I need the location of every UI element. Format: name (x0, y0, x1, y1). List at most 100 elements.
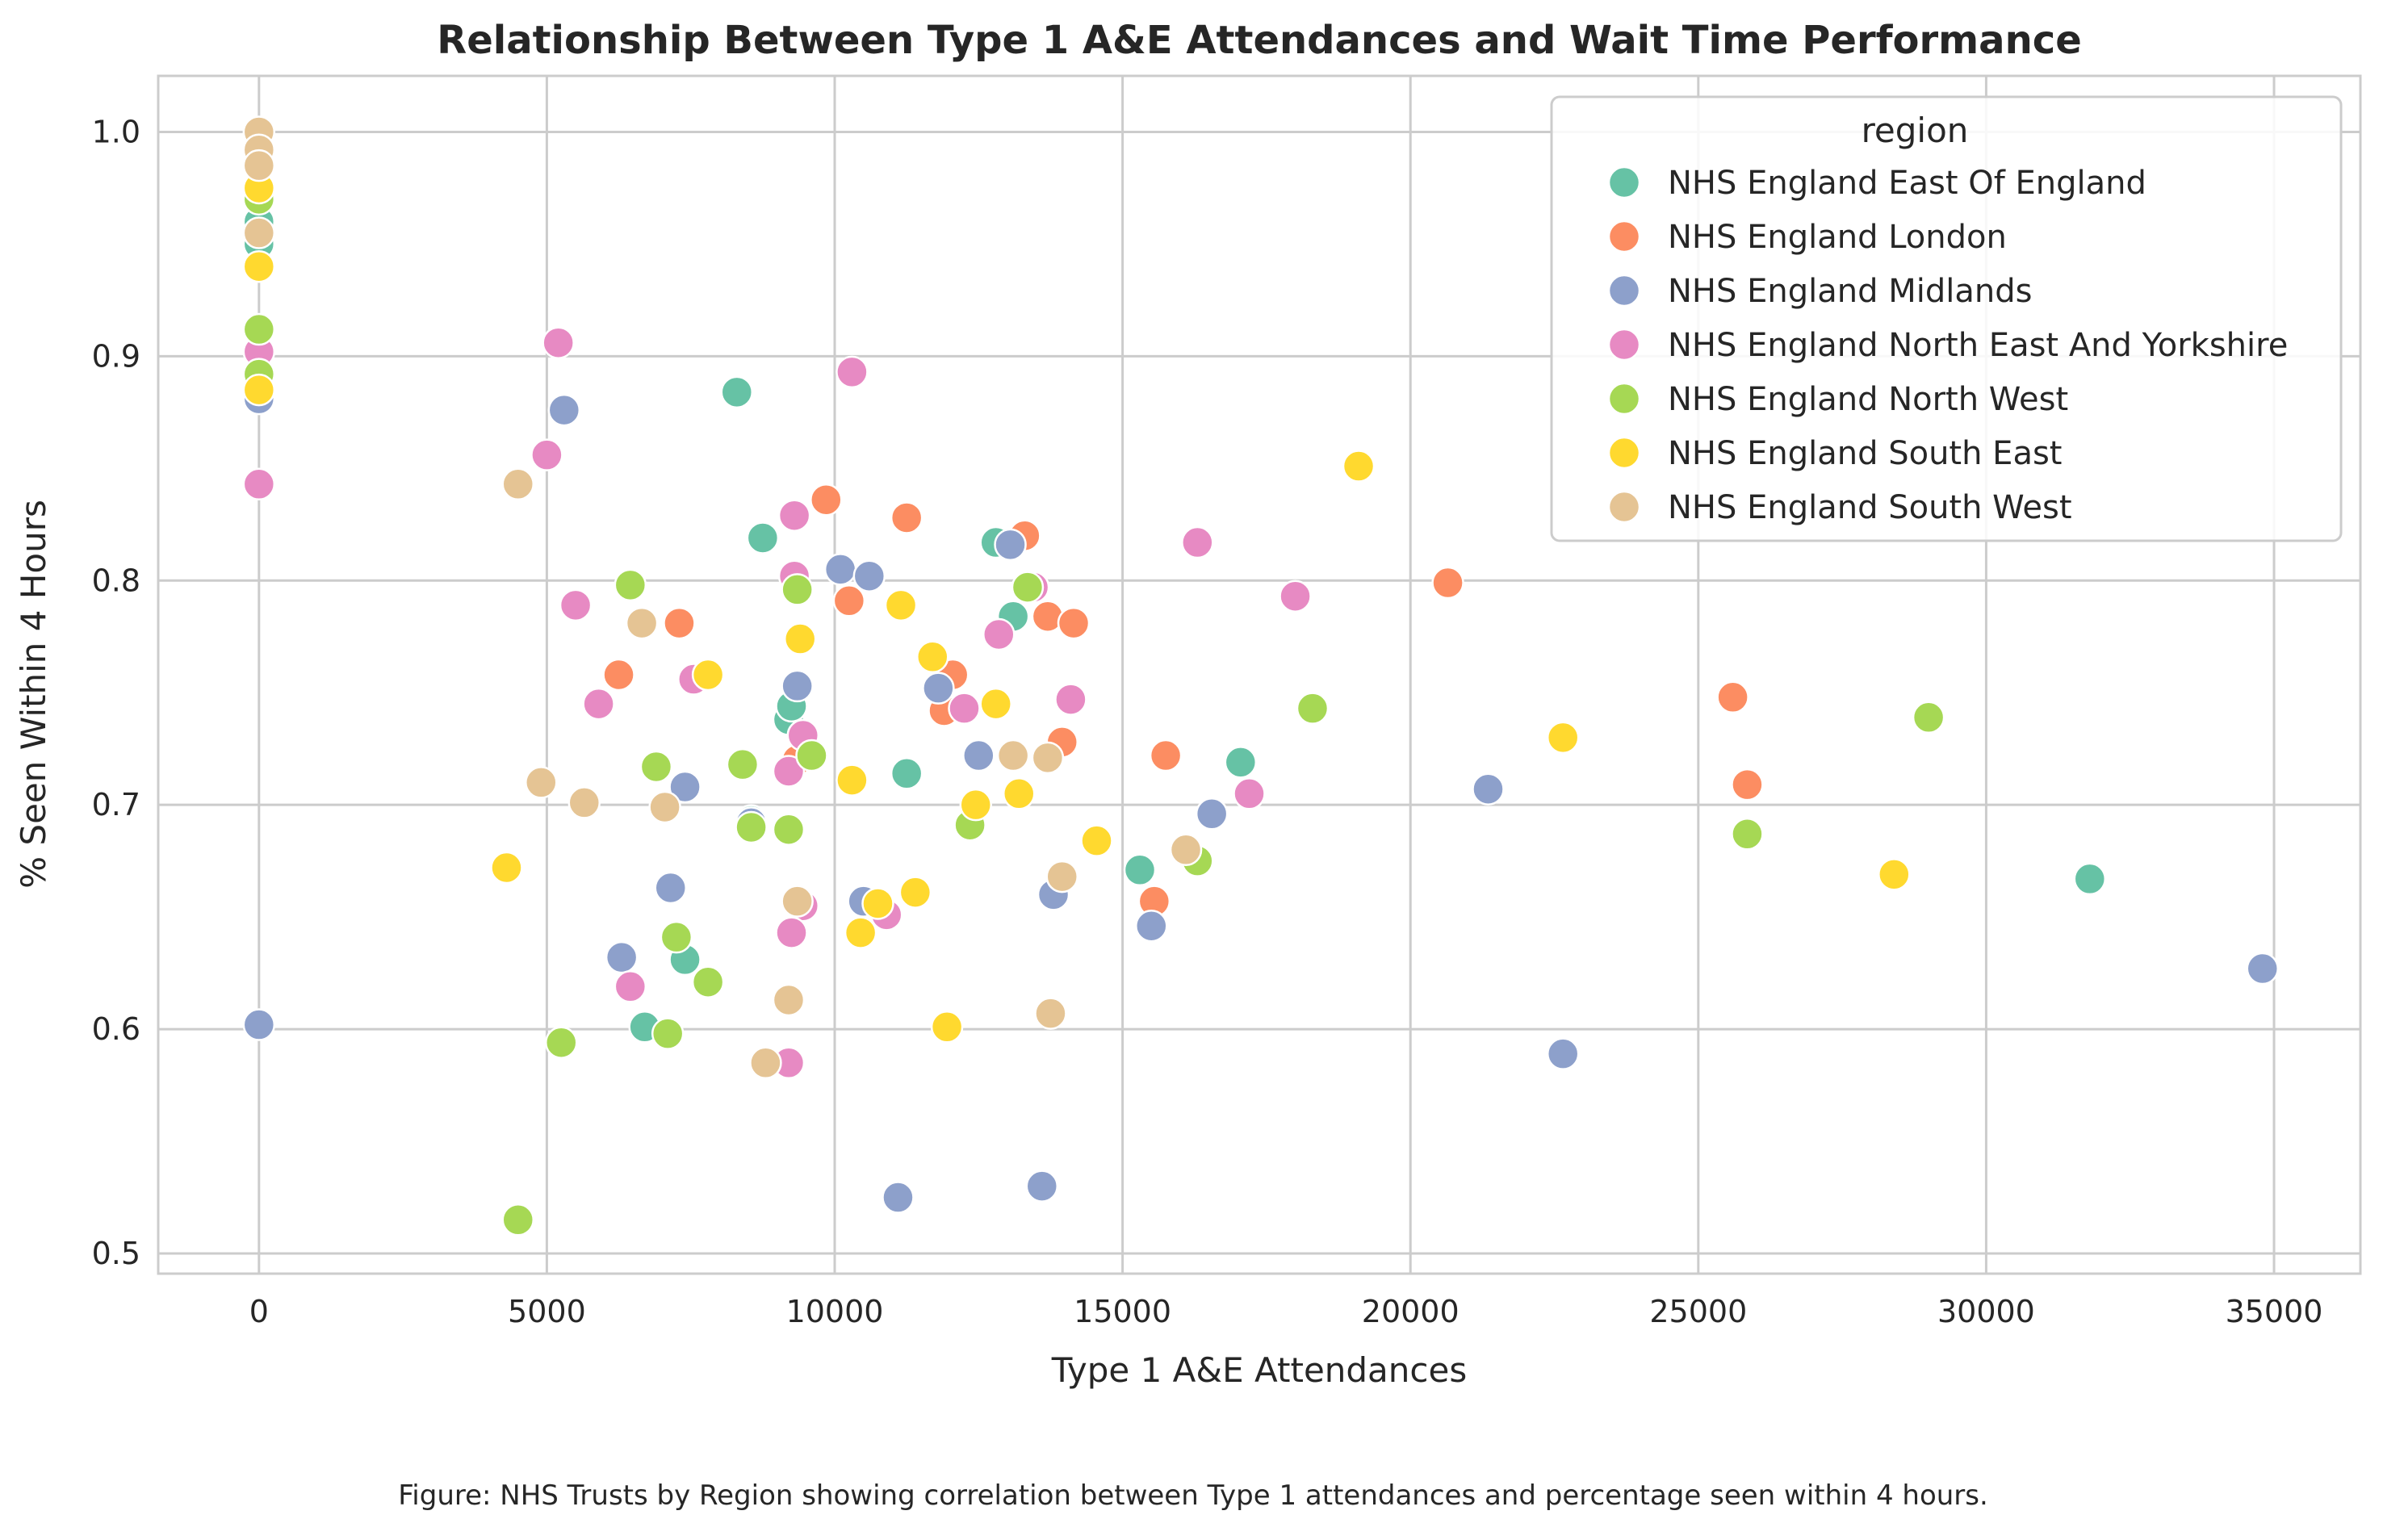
data-point (501, 1203, 535, 1237)
data-point (651, 1017, 685, 1050)
data-point (884, 588, 918, 622)
data-point (542, 326, 575, 359)
data-point (1342, 450, 1376, 483)
data-point (1224, 746, 1258, 779)
data-point (242, 467, 276, 501)
data-point (962, 739, 995, 772)
y-tick-label: 1.0 (92, 114, 140, 149)
x-tick-label: 0 (249, 1294, 269, 1329)
data-point (746, 521, 780, 554)
data-point (1149, 739, 1183, 772)
data-point (691, 658, 725, 692)
data-point (836, 355, 869, 389)
data-point (582, 687, 615, 721)
data-point (242, 373, 276, 407)
data-point (525, 766, 558, 799)
data-point (605, 940, 639, 974)
x-tick-label: 35000 (2226, 1294, 2323, 1329)
legend-label: NHS England South East (1668, 435, 2062, 472)
data-point (614, 970, 647, 1003)
data-point (1169, 833, 1203, 867)
data-point (242, 149, 276, 182)
data-point (614, 568, 647, 602)
data-point (930, 1011, 964, 1044)
data-point (772, 755, 806, 788)
data-point (2246, 952, 2280, 986)
data-point (781, 669, 814, 703)
legend-label: NHS England East Of England (1668, 165, 2146, 202)
data-points (242, 115, 2280, 1237)
y-tick-label: 0.6 (92, 1011, 140, 1047)
legend-marker (1607, 274, 1641, 308)
data-point (916, 640, 949, 674)
legend-marker (1607, 382, 1641, 416)
data-point (772, 983, 806, 1017)
data-point (1731, 818, 1764, 851)
legend-box (1550, 95, 2343, 542)
data-point (2073, 862, 2107, 896)
legend-label: NHS England South West (1668, 489, 2072, 526)
figure-caption: Figure: NHS Trusts by Region showing cor… (398, 1479, 1988, 1512)
data-point (1080, 824, 1113, 857)
data-point (832, 584, 866, 617)
data-point (654, 871, 688, 905)
data-point (836, 764, 869, 797)
x-axis-label: Type 1 A&E Attendances (1051, 1350, 1467, 1390)
data-point (1546, 1037, 1580, 1070)
legend-label: NHS England North East And Yorkshire (1668, 327, 2288, 364)
data-point (959, 788, 992, 822)
data-point (720, 375, 754, 409)
data-point (660, 920, 693, 954)
data-point (544, 1026, 578, 1060)
data-point (1431, 566, 1464, 600)
data-point (1002, 777, 1036, 810)
data-point (1011, 571, 1045, 604)
legend-marker (1607, 328, 1641, 362)
data-point (783, 622, 817, 655)
data-point (1045, 860, 1078, 893)
data-point (242, 312, 276, 346)
data-point (242, 216, 276, 249)
data-point (1296, 692, 1330, 725)
data-point (772, 813, 806, 847)
data-point (639, 750, 673, 784)
legend-label: NHS England London (1668, 219, 2007, 256)
data-point (810, 483, 843, 517)
x-tick-label: 5000 (508, 1294, 586, 1329)
data-point (781, 573, 814, 606)
data-point (749, 1046, 782, 1080)
legend-entries: NHS England East Of England NHS England L… (1607, 165, 2288, 526)
data-point (490, 851, 523, 885)
data-point (861, 887, 894, 920)
legend-marker (1607, 165, 1641, 199)
data-point (567, 786, 601, 819)
data-point (852, 559, 886, 592)
data-point (844, 916, 877, 949)
x-tick-label: 10000 (786, 1294, 884, 1329)
legend-title: region (1862, 111, 1969, 150)
data-point (668, 770, 701, 804)
data-point (781, 885, 814, 918)
data-point (1233, 777, 1266, 810)
y-tick-label: 0.9 (92, 338, 140, 374)
data-point (559, 588, 593, 622)
data-point (795, 739, 828, 772)
x-tick-label: 15000 (1074, 1294, 1171, 1329)
data-point (1181, 525, 1214, 559)
plot-frame (157, 74, 2362, 1275)
data-point (1034, 997, 1067, 1030)
chart-title: Relationship Between Type 1 A&E Attendan… (437, 18, 2082, 63)
data-point (1031, 741, 1065, 775)
data-point (982, 617, 1016, 651)
data-point (1279, 580, 1312, 613)
x-tick-label: 30000 (1937, 1294, 2035, 1329)
data-point (994, 528, 1027, 562)
y-tick-label: 0.5 (92, 1236, 140, 1271)
data-point (1912, 701, 1945, 734)
data-point (1135, 910, 1168, 943)
data-point (663, 606, 696, 640)
data-point (898, 876, 932, 909)
data-point (922, 672, 955, 705)
data-point (1195, 797, 1229, 831)
